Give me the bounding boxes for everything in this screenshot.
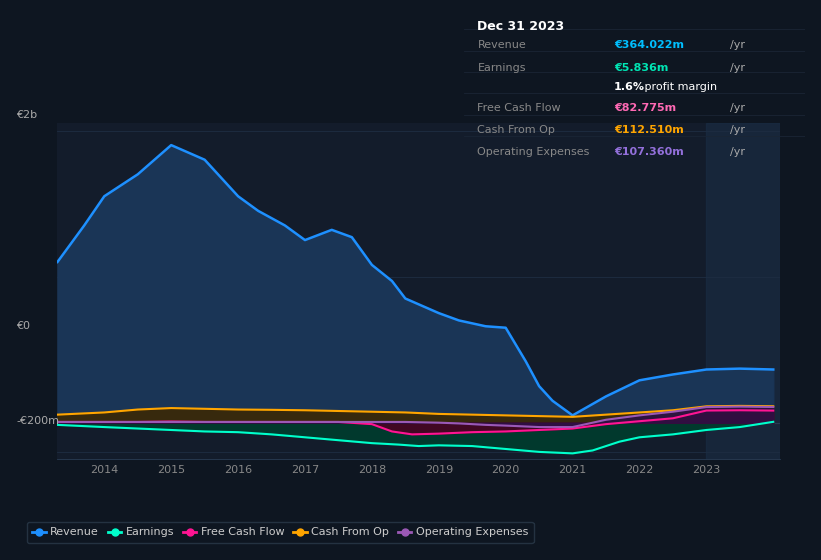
Text: 1.6%: 1.6%	[614, 82, 644, 92]
Text: €5.836m: €5.836m	[614, 63, 668, 73]
Text: €364.022m: €364.022m	[614, 40, 684, 50]
Text: profit margin: profit margin	[641, 82, 718, 92]
Text: Operating Expenses: Operating Expenses	[478, 147, 589, 157]
Text: Cash From Op: Cash From Op	[478, 125, 555, 135]
Legend: Revenue, Earnings, Free Cash Flow, Cash From Op, Operating Expenses: Revenue, Earnings, Free Cash Flow, Cash …	[27, 522, 534, 543]
Text: -€200m: -€200m	[16, 416, 59, 426]
Text: /yr: /yr	[730, 40, 745, 50]
Text: /yr: /yr	[730, 63, 745, 73]
Text: /yr: /yr	[730, 125, 745, 135]
Text: Dec 31 2023: Dec 31 2023	[478, 20, 565, 32]
Text: Earnings: Earnings	[478, 63, 526, 73]
Text: /yr: /yr	[730, 147, 745, 157]
Text: €0: €0	[16, 321, 30, 331]
Text: €112.510m: €112.510m	[614, 125, 684, 135]
Text: €107.360m: €107.360m	[614, 147, 684, 157]
Text: /yr: /yr	[730, 102, 745, 113]
Text: €2b: €2b	[16, 110, 38, 120]
Text: Revenue: Revenue	[478, 40, 526, 50]
Text: Free Cash Flow: Free Cash Flow	[478, 102, 561, 113]
Bar	[706, 123, 780, 459]
Text: €82.775m: €82.775m	[614, 102, 676, 113]
